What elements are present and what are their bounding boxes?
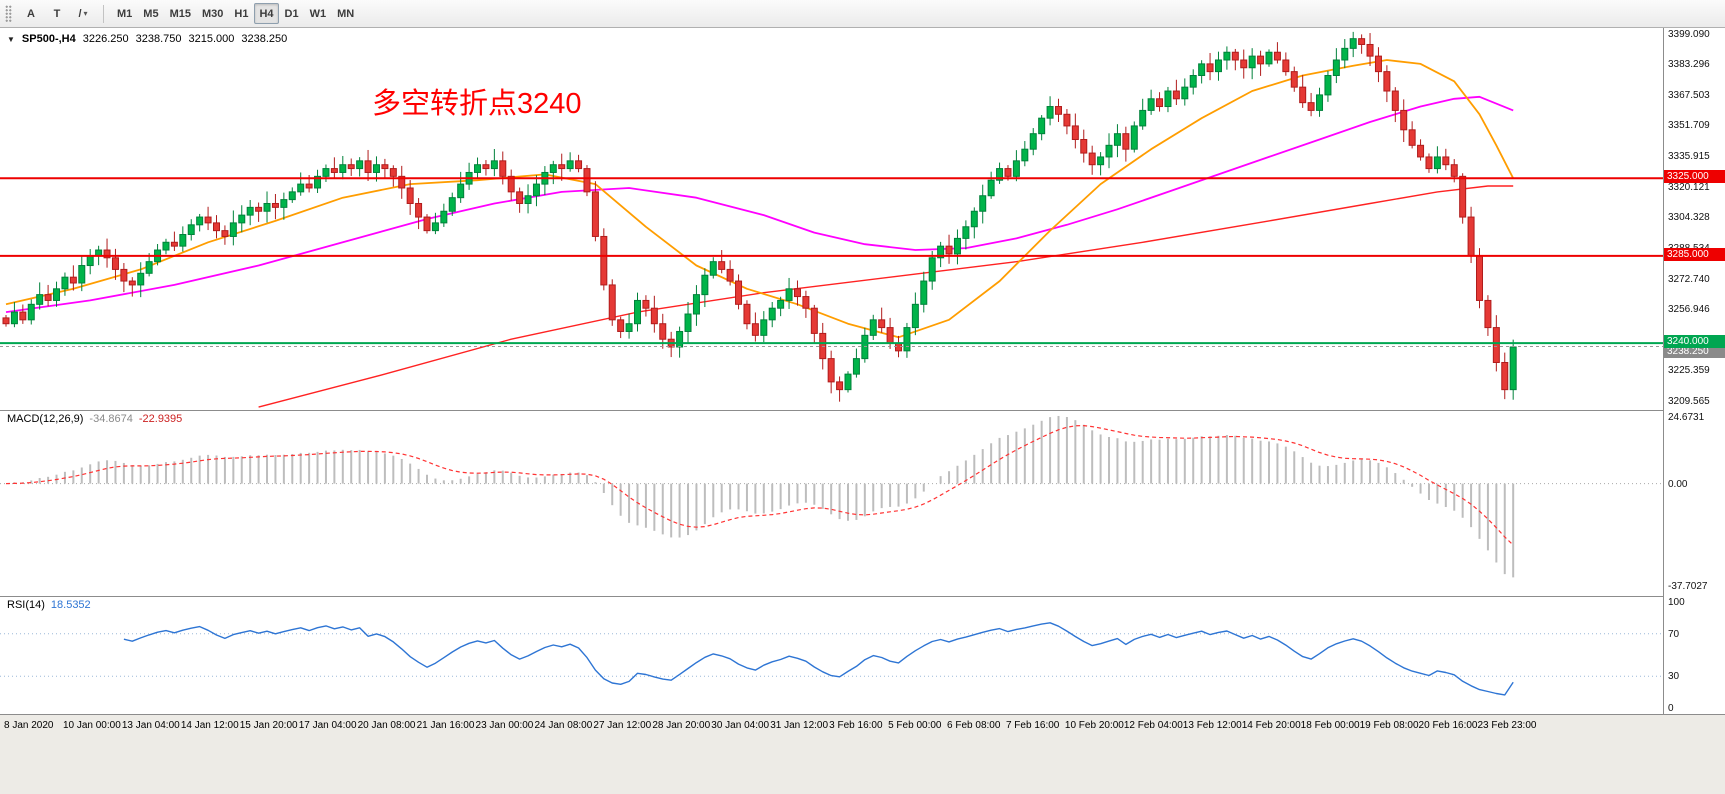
time-axis-label: 7 Feb 16:00 — [1005, 720, 1060, 731]
time-axis-label: 3 Feb 16:00 — [829, 720, 883, 731]
current-price-tag: 3238.250 — [1664, 345, 1725, 359]
time-axis-label: 20 Jan 08:00 — [357, 720, 416, 731]
text-annotation-tool-button[interactable]: A — [19, 3, 43, 24]
time-axis-label: 18 Feb 00:00 — [1300, 720, 1360, 731]
chart-menu-arrow-icon[interactable]: ▼ — [7, 34, 15, 44]
macd-signal-value: -22.9395 — [138, 413, 183, 425]
macd-axis-label: -37.7027 — [1668, 580, 1708, 592]
main-chart-plot[interactable] — [0, 28, 1663, 410]
macd-name: MACD(12,26,9) — [7, 413, 84, 425]
timeframe-button-h4[interactable]: H4 — [254, 3, 279, 24]
time-axis-label: 30 Jan 04:00 — [711, 720, 770, 731]
rsi-value: 18.5352 — [50, 599, 91, 611]
time-axis-label: 5 Feb 00:00 — [888, 720, 942, 731]
timeframe-button-m5[interactable]: M5 — [138, 3, 163, 24]
time-axis-label: 14 Jan 12:00 — [180, 720, 239, 731]
toolbar-drag-handle[interactable] — [5, 4, 12, 23]
price-axis-label: 3225.359 — [1668, 365, 1710, 377]
text-tool-button[interactable]: T — [45, 3, 69, 24]
time-axis-label: 15 Jan 20:00 — [239, 720, 298, 731]
price-axis-label: 3320.121 — [1668, 181, 1710, 193]
timeframe-button-mn[interactable]: MN — [332, 3, 359, 24]
time-axis-label: 23 Jan 00:00 — [475, 720, 534, 731]
macd-axis-label: 0.00 — [1668, 478, 1688, 490]
time-axis-label: 13 Feb 12:00 — [1182, 720, 1242, 731]
time-axis-label: 21 Jan 16:00 — [416, 720, 475, 731]
timeframe-button-h1[interactable]: H1 — [229, 3, 253, 24]
rsi-plot[interactable] — [0, 596, 1663, 714]
symbol-label: SP500-,H4 — [21, 33, 76, 45]
timeframe-button-m30[interactable]: M30 — [197, 3, 228, 24]
ohlc-high: 3238.750 — [135, 33, 182, 45]
level-price-tag: 3285.000 — [1664, 247, 1725, 261]
macd-axis-label: 24.6731 — [1668, 411, 1705, 423]
time-axis-label: 8 Jan 2020 — [4, 720, 54, 731]
timeframe-button-m1[interactable]: M1 — [112, 3, 137, 24]
macd-panel-divider[interactable] — [0, 410, 1725, 411]
time-axis-label: 24 Jan 08:00 — [534, 720, 593, 731]
time-axis-label: 19 Feb 08:00 — [1359, 720, 1419, 731]
text-tool-label: T — [53, 7, 61, 20]
price-axis-label: 3272.740 — [1668, 273, 1710, 285]
time-axis-label: 20 Feb 16:00 — [1418, 720, 1478, 731]
rsi-axis-label: 30 — [1668, 671, 1680, 683]
time-axis-label: 13 Jan 04:00 — [121, 720, 180, 731]
price-axis-label: 3335.915 — [1668, 151, 1710, 163]
time-axis-label: 6 Feb 08:00 — [947, 720, 1001, 731]
price-axis-label: 3351.709 — [1668, 120, 1710, 132]
text-annotation-tool-label: A — [27, 7, 35, 20]
shapes-tool-button[interactable]: / ▾ — [71, 3, 95, 24]
time-axis-label: 10 Feb 20:00 — [1064, 720, 1124, 731]
level-price-tag: 3240.000 — [1664, 335, 1725, 349]
time-axis-label: 23 Feb 23:00 — [1477, 720, 1537, 731]
macd-label: MACD(12,26,9) -34.8674 -22.9395 — [7, 413, 182, 425]
price-axis-label: 3256.946 — [1668, 304, 1710, 316]
macd-plot[interactable] — [0, 410, 1663, 596]
macd-main-value: -34.8674 — [89, 413, 133, 425]
time-axis-label: 14 Feb 20:00 — [1241, 720, 1301, 731]
rsi-axis-label: 0 — [1668, 703, 1674, 714]
chevron-down-icon: ▾ — [83, 9, 88, 18]
timeframe-button-d1[interactable]: D1 — [280, 3, 304, 24]
price-axis-label: 3399.090 — [1668, 28, 1710, 40]
rsi-panel-divider[interactable] — [0, 596, 1725, 597]
price-axis-label: 3367.503 — [1668, 89, 1710, 101]
rsi-axis-label: 70 — [1668, 628, 1680, 640]
price-axis-label: 3383.296 — [1668, 59, 1710, 71]
toolbar-separator — [103, 4, 104, 23]
ohlc-close: 3238.250 — [241, 33, 288, 45]
price-axis-label: 3209.565 — [1668, 396, 1710, 408]
price-scale[interactable]: 3399.090 3383.296 3367.503 3351.709 3335.915… — [1663, 28, 1725, 714]
rsi-name: RSI(14) — [7, 599, 45, 611]
toolbar: A T / ▾ M1 M5 M15 M30 H1 H4 D1 W1 MN — [0, 0, 1725, 28]
time-axis-label: 17 Jan 04:00 — [298, 720, 357, 731]
ohlc-open: 3226.250 — [82, 33, 129, 45]
chart-header: ▼ SP500-,H4 3226.250 3238.750 3215.000 3… — [7, 33, 287, 45]
time-axis-label: 27 Jan 12:00 — [593, 720, 652, 731]
chart-annotation-text: 多空转折点3240 — [372, 88, 582, 120]
ohlc-low: 3215.000 — [188, 33, 235, 45]
timeframe-button-group: M1 M5 M15 M30 H1 H4 D1 W1 MN — [112, 3, 359, 24]
line-tool-icon: / — [78, 7, 82, 20]
time-axis-label: 31 Jan 12:00 — [770, 720, 829, 731]
time-axis-label: 28 Jan 20:00 — [652, 720, 711, 731]
rsi-label: RSI(14) 18.5352 — [7, 599, 91, 611]
time-axis-label: 10 Jan 00:00 — [62, 720, 121, 731]
time-axis[interactable]: 8 Jan 2020 10 Jan 00:00 13 Jan 04:00 14 Jan… — [0, 714, 1725, 794]
timeframe-button-w1[interactable]: W1 — [305, 3, 332, 24]
timeframe-button-m15[interactable]: M15 — [165, 3, 196, 24]
price-axis-label: 3304.328 — [1668, 212, 1710, 224]
rsi-axis-label: 100 — [1668, 597, 1685, 608]
time-axis-label: 12 Feb 04:00 — [1123, 720, 1183, 731]
level-price-tag: 3325.000 — [1664, 170, 1725, 184]
